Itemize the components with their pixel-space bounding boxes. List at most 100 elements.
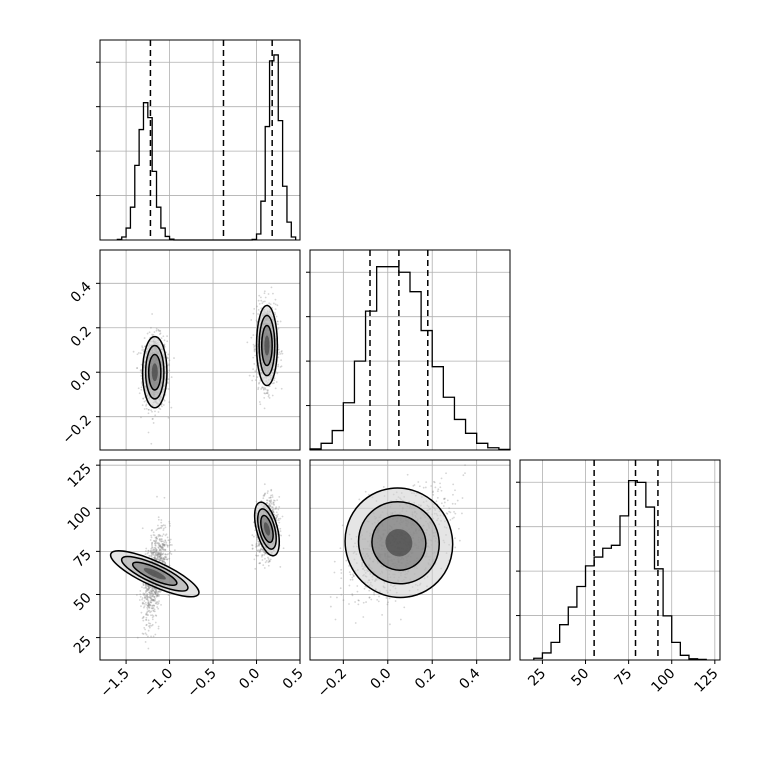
- scatter-point: [139, 593, 142, 596]
- scatter-point: [165, 556, 168, 559]
- scatter-point: [255, 544, 258, 547]
- scatter-point: [340, 593, 343, 596]
- scatter-point: [150, 536, 153, 539]
- scatter-point: [387, 601, 389, 604]
- scatter-point: [263, 567, 266, 569]
- scatter-point: [147, 610, 150, 613]
- scatter-point: [145, 587, 148, 590]
- scatter-point: [149, 601, 152, 604]
- scatter-point: [169, 524, 171, 527]
- scatter-point: [273, 382, 275, 384]
- scatter-point: [356, 585, 359, 587]
- scatter-point: [143, 627, 146, 629]
- scatter-point: [280, 534, 283, 537]
- scatter-point: [263, 493, 266, 496]
- contour-line: [131, 561, 178, 587]
- scatter-point: [163, 544, 166, 547]
- scatter-point: [148, 605, 151, 607]
- scatter-point: [173, 357, 175, 359]
- scatter-point: [141, 527, 144, 530]
- scatter-point: [152, 635, 155, 638]
- scatter-point: [161, 543, 164, 545]
- scatter-point: [147, 622, 150, 625]
- scatter-point: [162, 533, 165, 536]
- scatter-point: [259, 296, 262, 299]
- scatter-point: [277, 508, 280, 511]
- y-tick-label: 50: [71, 590, 95, 614]
- scatter-point: [149, 601, 152, 604]
- scatter-point: [358, 498, 361, 501]
- scatter-point: [262, 300, 265, 303]
- scatter-point: [162, 524, 165, 527]
- scatter-point: [276, 499, 279, 502]
- scatter-point: [262, 386, 265, 389]
- scatter-point: [141, 597, 144, 599]
- scatter-point: [163, 556, 166, 559]
- scatter-point: [147, 408, 150, 411]
- scatter-point: [150, 624, 153, 627]
- scatter-point: [159, 539, 161, 542]
- scatter-point: [168, 401, 171, 403]
- scatter-point: [150, 614, 152, 617]
- scatter-point: [154, 553, 157, 556]
- scatter-point: [252, 312, 255, 315]
- scatter-point: [165, 553, 168, 556]
- scatter-point: [269, 558, 272, 561]
- scatter-point: [153, 608, 156, 611]
- scatter-point: [145, 590, 148, 593]
- scatter-point: [147, 585, 150, 588]
- scatter-point: [152, 422, 155, 424]
- scatter-point: [162, 552, 165, 555]
- scatter-point: [144, 632, 147, 635]
- scatter-point: [156, 606, 159, 608]
- scatter-point: [277, 356, 280, 359]
- scatter-point: [269, 303, 272, 306]
- scatter-point: [271, 494, 274, 497]
- scatter-point: [334, 618, 337, 621]
- scatter-point: [154, 599, 157, 602]
- scatter-point: [146, 613, 149, 616]
- histogram-step: [533, 479, 707, 661]
- scatter-point: [154, 536, 157, 539]
- scatter-point: [153, 599, 156, 602]
- scatter-point: [153, 610, 156, 613]
- scatter-point: [162, 549, 165, 552]
- scatter-point: [272, 511, 275, 514]
- scatter-point: [451, 502, 454, 505]
- scatter-point: [155, 536, 158, 539]
- scatter-point: [257, 554, 260, 557]
- scatter-point: [151, 599, 154, 602]
- scatter-point: [456, 499, 459, 502]
- y-tick-label: 25: [71, 633, 95, 657]
- contour-line: [258, 314, 276, 377]
- scatter-point: [141, 346, 144, 349]
- scatter-point: [163, 541, 166, 544]
- scatter-point: [152, 589, 155, 592]
- scatter-point: [162, 529, 165, 532]
- scatter-point: [277, 365, 280, 368]
- scatter-point: [162, 546, 164, 549]
- scatter-point: [269, 505, 272, 508]
- scatter-point: [274, 313, 276, 316]
- scatter-point: [142, 397, 145, 400]
- scatter-point: [157, 516, 160, 519]
- scatter-point: [434, 486, 437, 489]
- scatter-point: [143, 596, 146, 598]
- scatter-point: [352, 574, 355, 577]
- scatter-point: [262, 388, 265, 391]
- scatter-point: [425, 481, 428, 484]
- scatter-point: [160, 551, 163, 554]
- scatter-point: [275, 517, 277, 520]
- scatter-point: [257, 388, 259, 391]
- scatter-point: [152, 553, 155, 555]
- scatter-point: [271, 382, 274, 385]
- scatter-point: [150, 590, 153, 593]
- scatter-point: [150, 442, 153, 445]
- scatter-point: [155, 552, 158, 555]
- scatter-point: [258, 550, 261, 553]
- scatter-point: [157, 558, 160, 560]
- scatter-point: [154, 592, 157, 594]
- scatter-point: [353, 575, 355, 577]
- scatter-point: [163, 558, 166, 561]
- scatter-point: [141, 345, 143, 348]
